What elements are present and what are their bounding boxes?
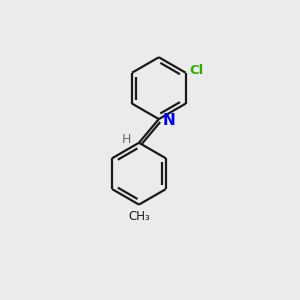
Text: Cl: Cl	[189, 64, 203, 77]
Text: CH₃: CH₃	[128, 210, 150, 223]
Text: H: H	[121, 133, 131, 146]
Text: N: N	[163, 113, 176, 128]
